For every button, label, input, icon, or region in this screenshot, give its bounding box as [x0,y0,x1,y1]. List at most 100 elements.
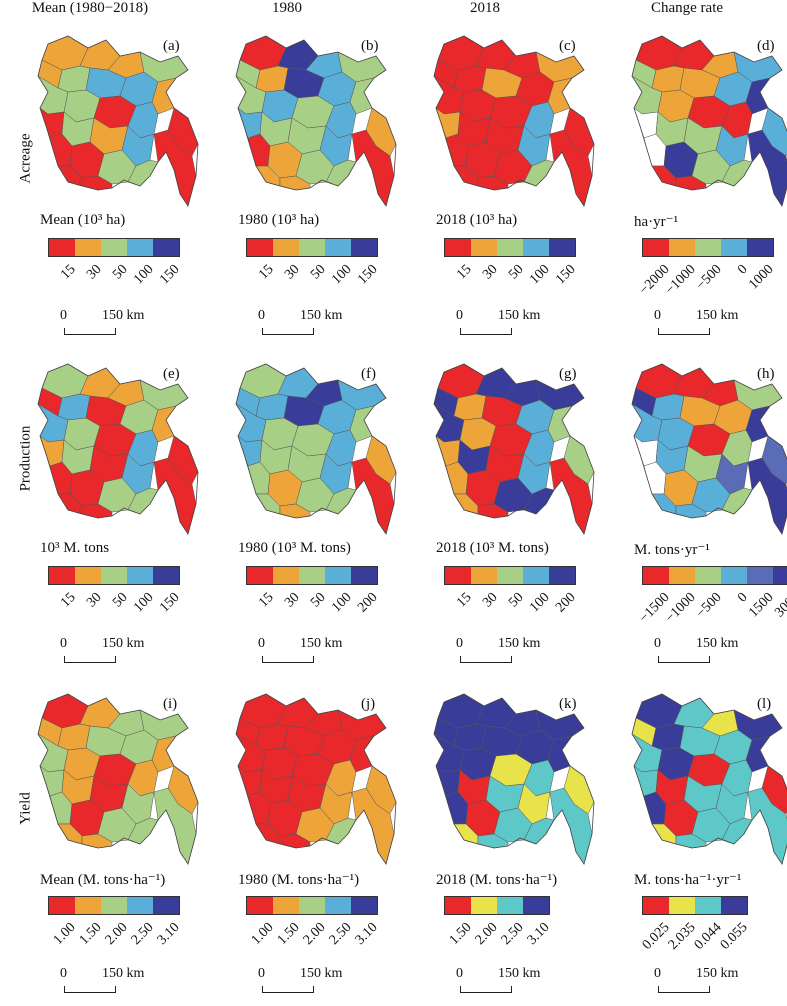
panel-label: (g) [559,366,577,382]
legend-color-bar [48,238,180,257]
scale-bar-distance: 150 km [102,966,145,981]
scale-bar-zero: 0 [60,966,67,981]
district-region [255,65,289,93]
legend-title: Mean (10³ ha) [40,212,126,228]
scale-bar-line [64,986,116,993]
legend-swatch [247,567,273,584]
legend-color-bar [246,896,378,915]
legend-color-bar [642,566,787,585]
legend-swatch [721,897,747,914]
scale-bar-distance: 150 km [696,966,739,981]
panel-label: (c) [559,38,576,54]
legend-swatch [101,239,127,256]
choropleth-map [631,693,787,865]
column-header-2018: 2018 [470,0,500,16]
legend-swatch [299,567,325,584]
legend-swatch [153,239,179,256]
country-outline [433,363,595,535]
legend-swatch [273,239,299,256]
legend-swatch [127,897,153,914]
legend-swatch [643,897,669,914]
legend-swatch [773,567,787,584]
legend-swatch [523,567,549,584]
map-panel-k: (k) 2018 (M. tons·ha⁻¹) 1.50 2.00 2.50 3.10 0 1… [416,676,606,1006]
legend-swatch [153,897,179,914]
legend-swatch [75,567,101,584]
legend-swatch [325,239,351,256]
legend-title: 2018 (10³ ha) [436,212,518,228]
legend-color-bar [444,566,576,585]
district-region [453,723,487,751]
legend-color-bar [246,238,378,257]
legend-swatch [549,239,575,256]
legend-swatch [127,239,153,256]
legend-title: ha·yr⁻¹ [634,214,679,230]
legend-swatch [695,897,721,914]
district-region [255,393,289,421]
scale-bar-zero: 0 [654,308,661,323]
choropleth-map [235,363,397,535]
panel-label: (a) [163,38,180,54]
legend-swatch [497,897,523,914]
legend-swatch [101,567,127,584]
choropleth-map [631,35,787,207]
legend-swatch [721,239,747,256]
legend-color-bar [246,566,378,585]
scale-bar-distance: 150 km [300,308,343,323]
scale-bar-distance: 150 km [696,308,739,323]
legend-title: Mean (M. tons·ha⁻¹) [40,872,166,888]
legend-swatch [351,897,377,914]
map-panel-j: (j) 1980 (M. tons·ha⁻¹) 1.00 1.50 2.00 2.50 3.… [218,676,408,1006]
column-header-change-rate: Change rate [650,0,724,16]
choropleth-map [631,363,787,535]
map-panel-h: (h) M. tons·yr⁻¹ −1500 −1000 −500 0 1500 3000 0 1… [614,346,787,676]
legend-swatch [747,239,773,256]
scale-bar-line [460,986,512,993]
scale-bar-zero: 0 [456,308,463,323]
scale-bar-zero: 0 [258,308,265,323]
legend-swatch [49,897,75,914]
legend-swatch [669,567,695,584]
country-outline [37,363,199,535]
scale-bar-zero: 0 [60,308,67,323]
district-region [453,393,487,421]
legend-swatch [471,567,497,584]
country-outline [631,35,787,207]
panel-label: (f) [361,366,376,382]
choropleth-map [433,363,595,535]
legend-color-bar [444,896,550,915]
legend-swatch [273,897,299,914]
scale-bar-distance: 150 km [102,636,145,651]
legend-title: M. tons·ha⁻¹·yr⁻¹ [634,872,742,888]
country-outline [235,363,397,535]
legend-swatch [471,897,497,914]
panel-label: (l) [757,696,772,712]
choropleth-map [235,693,397,865]
country-outline [37,693,199,865]
legend-swatch [669,239,695,256]
scale-bar-zero: 0 [456,966,463,981]
country-outline [235,35,397,207]
district-region [651,65,685,93]
map-panel-e: (e) 10³ M. tons 15 30 50 100 150 0 150 km [20,346,210,676]
district-region [57,723,91,751]
legend-swatch [445,897,471,914]
scale-bar-line [658,656,710,663]
legend-swatch [273,567,299,584]
legend-title: M. tons·yr⁻¹ [634,542,710,558]
map-panel-f: (f) 1980 (10³ M. tons) 15 30 50 100 200 0 150 km [218,346,408,676]
scale-bar-line [262,986,314,993]
legend-swatch [49,239,75,256]
country-outline [37,35,199,207]
legend-title: 10³ M. tons [40,540,110,556]
scale-bar-zero: 0 [654,636,661,651]
legend-swatch [643,567,669,584]
scale-bar-line [658,328,710,335]
choropleth-map [37,363,199,535]
legend-swatch [747,567,773,584]
column-header-1980: 1980 [272,0,302,16]
scale-bar-zero: 0 [60,636,67,651]
scale-bar-distance: 150 km [696,636,739,651]
scale-bar-line [658,986,710,993]
legend-swatch [153,567,179,584]
